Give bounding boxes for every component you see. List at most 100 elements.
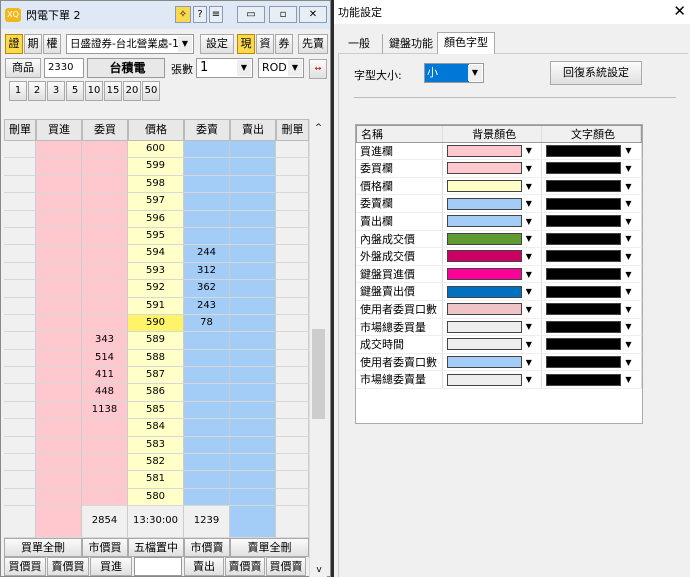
- fg-color-picker[interactable]: ▼: [542, 177, 643, 195]
- cancel-buy-cell[interactable]: [4, 367, 36, 385]
- chevron-down-icon[interactable]: ▼: [525, 251, 532, 261]
- qty-preset-button[interactable]: 15: [104, 81, 122, 101]
- buy-cell[interactable]: [36, 349, 82, 368]
- fg-color-swatch[interactable]: [546, 215, 622, 228]
- cancel-sell-cell[interactable]: [276, 210, 309, 228]
- fg-color-swatch[interactable]: [546, 338, 622, 351]
- bg-color-swatch[interactable]: [446, 232, 522, 245]
- action-button[interactable]: 市價賣: [184, 538, 230, 557]
- cancel-sell-cell[interactable]: [276, 419, 309, 437]
- settings-button[interactable]: 設定: [200, 34, 234, 54]
- cancel-sell-cell[interactable]: [276, 384, 309, 402]
- cancel-buy-cell[interactable]: [4, 193, 36, 211]
- buy-cell[interactable]: [36, 454, 82, 472]
- action-button[interactable]: 買進: [90, 557, 132, 576]
- pin-icon[interactable]: ✧: [175, 6, 191, 23]
- bg-color-swatch[interactable]: [446, 144, 522, 157]
- bg-color-picker[interactable]: ▼: [443, 283, 543, 300]
- buy-cell[interactable]: [36, 401, 82, 420]
- sell-cell[interactable]: [230, 436, 276, 455]
- cancel-sell-cell[interactable]: [276, 436, 309, 455]
- close-icon[interactable]: ✕: [673, 2, 686, 20]
- cancel-sell-cell[interactable]: [276, 245, 309, 263]
- chevron-down-icon[interactable]: ▼: [625, 269, 632, 279]
- tab-stock[interactable]: 證: [5, 34, 23, 54]
- bg-color-swatch[interactable]: [446, 285, 522, 298]
- chevron-down-icon[interactable]: ▼: [525, 181, 532, 191]
- cancel-buy-cell[interactable]: [4, 471, 36, 489]
- cancel-buy-cell[interactable]: [4, 175, 36, 194]
- buy-cell[interactable]: [36, 280, 82, 298]
- cancel-sell-cell[interactable]: [276, 349, 309, 368]
- qty-preset-button[interactable]: 10: [85, 81, 103, 101]
- action-button[interactable]: 買單全刪: [4, 538, 82, 557]
- chevron-down-icon[interactable]: ▼: [625, 199, 632, 209]
- cancel-sell-cell[interactable]: [276, 454, 309, 472]
- sell-cell[interactable]: [230, 227, 276, 246]
- bg-color-picker[interactable]: ▼: [443, 195, 543, 212]
- tab-keyboard[interactable]: 鍵盤功能: [382, 34, 439, 54]
- action-button[interactable]: 賣單全刪: [230, 538, 309, 557]
- qty-preset-button[interactable]: 5: [66, 81, 84, 101]
- cancel-buy-cell[interactable]: [4, 384, 36, 402]
- fg-color-picker[interactable]: ▼: [542, 353, 643, 371]
- sell-cell[interactable]: [230, 488, 276, 507]
- qty-preset-button[interactable]: 1: [9, 81, 27, 101]
- sell-cell[interactable]: [230, 384, 276, 402]
- fg-color-swatch[interactable]: [546, 356, 622, 369]
- fg-color-picker[interactable]: ▼: [542, 300, 643, 318]
- tab-futures[interactable]: 期: [24, 34, 42, 54]
- cancel-buy-cell[interactable]: [4, 332, 36, 350]
- qty-preset-button[interactable]: 3: [47, 81, 65, 101]
- chevron-down-icon[interactable]: ▼: [625, 216, 632, 226]
- sell-cell[interactable]: [230, 175, 276, 194]
- cancel-buy-cell[interactable]: [4, 454, 36, 472]
- help-button[interactable]: ?: [193, 6, 207, 23]
- bg-color-swatch[interactable]: [446, 215, 522, 228]
- maximize-button[interactable]: ▫: [269, 6, 297, 23]
- buy-cell[interactable]: [36, 436, 82, 455]
- sell-cell[interactable]: [230, 471, 276, 489]
- bg-color-swatch[interactable]: [446, 268, 522, 281]
- sell-cell[interactable]: [230, 332, 276, 350]
- product-button[interactable]: 商品: [5, 58, 41, 78]
- scroll-down-icon[interactable]: v: [316, 565, 322, 575]
- chevron-down-icon[interactable]: ▼: [625, 181, 632, 191]
- sell-cell[interactable]: [230, 193, 276, 211]
- bg-color-swatch[interactable]: [446, 197, 522, 210]
- order-type-select[interactable]: ROD ▼: [258, 58, 304, 78]
- buy-cell[interactable]: [36, 245, 82, 263]
- scroll-up-icon[interactable]: ^: [314, 123, 323, 133]
- account-select[interactable]: 日盛證券-台北營業處-1 ▼: [66, 34, 194, 54]
- buy-cell[interactable]: [36, 471, 82, 489]
- chevron-down-icon[interactable]: ▼: [525, 163, 532, 173]
- buy-cell[interactable]: [36, 262, 82, 281]
- sell-first-button[interactable]: 先賣: [298, 34, 328, 54]
- cancel-sell-cell[interactable]: [276, 280, 309, 298]
- cancel-sell-cell[interactable]: [276, 193, 309, 211]
- bg-color-swatch[interactable]: [446, 180, 522, 193]
- action-button[interactable]: 市價買: [82, 538, 128, 557]
- fg-color-picker[interactable]: ▼: [542, 160, 643, 177]
- buy-cell[interactable]: [36, 193, 82, 211]
- cancel-sell-cell[interactable]: [276, 332, 309, 350]
- bg-color-swatch[interactable]: [446, 338, 522, 351]
- sell-cell[interactable]: [230, 280, 276, 298]
- cancel-sell-cell[interactable]: [276, 141, 309, 159]
- sell-cell[interactable]: [230, 419, 276, 437]
- action-button[interactable]: 賣價買: [47, 557, 89, 576]
- fg-color-swatch[interactable]: [546, 320, 622, 333]
- chevron-down-icon[interactable]: ▼: [625, 287, 632, 297]
- cancel-buy-cell[interactable]: [4, 262, 36, 281]
- scrollbar[interactable]: ^ v: [309, 119, 327, 577]
- fg-color-picker[interactable]: ▼: [542, 142, 643, 160]
- fg-color-picker[interactable]: ▼: [542, 212, 643, 230]
- bg-color-picker[interactable]: ▼: [443, 265, 543, 283]
- cancel-buy-cell[interactable]: [4, 280, 36, 298]
- mode-cash[interactable]: 現: [237, 34, 255, 54]
- qty-preset-button[interactable]: 2: [28, 81, 46, 101]
- fg-color-swatch[interactable]: [546, 303, 622, 316]
- cancel-buy-cell[interactable]: [4, 436, 36, 455]
- chevron-down-icon[interactable]: ▼: [625, 251, 632, 261]
- price-input[interactable]: [134, 557, 182, 576]
